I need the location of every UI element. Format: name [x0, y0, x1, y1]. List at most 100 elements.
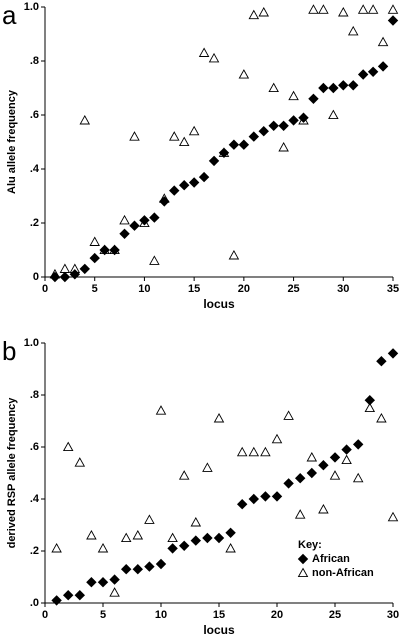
y-axis-label: derived RSP allele frequency — [6, 397, 18, 549]
diamond-marker — [79, 263, 90, 275]
triangle-marker — [109, 587, 120, 597]
diamond-marker — [120, 563, 132, 575]
triangle-marker — [338, 6, 349, 17]
triangle-marker — [298, 114, 309, 125]
triangle-marker — [213, 412, 225, 423]
y-tick-label: .0 — [30, 597, 39, 609]
triangle-marker — [62, 441, 74, 452]
diamond-marker — [89, 252, 100, 264]
y-tick-label: 1.0 — [24, 337, 39, 349]
triangle-marker — [288, 90, 299, 101]
diamond-marker — [202, 532, 213, 544]
diamond-marker — [213, 532, 225, 544]
diamond-marker — [188, 177, 200, 188]
triangle-marker — [294, 509, 306, 519]
triangle-marker — [367, 4, 379, 14]
diamond-marker — [357, 69, 369, 80]
triangle-marker — [144, 514, 155, 524]
diamond-marker — [169, 185, 180, 196]
triangle-marker — [120, 532, 132, 543]
diamond-marker — [306, 467, 318, 479]
triangle-marker — [109, 244, 120, 255]
diamond-marker — [238, 139, 250, 150]
diamond-marker — [283, 478, 294, 489]
x-tick-label: 5 — [92, 283, 98, 295]
triangle-marker — [51, 542, 62, 553]
diamond-marker — [376, 355, 387, 367]
triangle-marker — [74, 457, 86, 467]
diamond-marker — [144, 561, 155, 572]
diamond-marker — [318, 82, 329, 94]
triangle-marker — [86, 529, 97, 540]
legend-marker — [297, 567, 309, 578]
diamond-marker — [198, 171, 210, 183]
triangle-marker — [155, 405, 167, 415]
triangle-marker — [364, 402, 376, 413]
x-tick-label: 0 — [42, 609, 48, 621]
triangle-marker — [149, 255, 160, 265]
triangle-marker — [129, 131, 140, 141]
triangle-marker — [377, 36, 389, 47]
diamond-marker — [387, 15, 399, 26]
diamond-marker — [49, 271, 61, 283]
legend-title: Key: — [298, 539, 322, 551]
triangle-marker — [97, 542, 109, 553]
triangle-marker — [260, 446, 271, 457]
y-tick-label: .6 — [30, 109, 39, 121]
triangle-marker — [248, 9, 260, 20]
x-tick-label: 15 — [188, 283, 200, 295]
x-tick-label: 30 — [387, 609, 399, 621]
diamond-marker — [248, 493, 260, 505]
triangle-marker — [271, 433, 283, 444]
diamond-marker — [62, 589, 74, 601]
panel-label: a — [2, 0, 17, 30]
diamond-marker — [132, 563, 144, 575]
diamond-marker — [268, 120, 279, 132]
diamond-marker — [248, 131, 260, 142]
diamond-marker — [86, 576, 97, 588]
triangle-marker — [99, 244, 110, 255]
triangle-marker — [49, 268, 61, 279]
triangle-marker — [238, 69, 250, 79]
triangle-marker — [329, 470, 341, 480]
triangle-marker — [178, 470, 190, 480]
triangle-marker — [218, 147, 230, 157]
diamond-marker — [74, 589, 86, 601]
diamond-marker — [51, 595, 62, 606]
triangle-marker — [190, 516, 202, 527]
y-tick-label: .2 — [30, 217, 39, 229]
x-tick-label: 25 — [287, 283, 299, 295]
triangle-marker — [268, 82, 279, 93]
y-tick-label: .4 — [30, 163, 40, 175]
triangle-marker — [318, 503, 329, 514]
x-tick-label: 10 — [155, 609, 167, 621]
x-axis-label: locus — [203, 297, 235, 311]
diamond-marker — [167, 543, 178, 554]
diamond-marker — [258, 125, 269, 137]
y-axis-label: Alu allele frequency — [6, 89, 18, 194]
triangle-marker — [69, 263, 81, 273]
panel-label: b — [2, 336, 16, 366]
diamond-marker — [236, 498, 248, 510]
diamond-marker — [341, 444, 352, 455]
triangle-marker — [198, 47, 210, 57]
x-axis-label: locus — [203, 623, 235, 637]
y-tick-label: .2 — [30, 545, 39, 557]
legend-marker — [297, 553, 309, 565]
triangle-marker — [202, 462, 213, 472]
diamond-marker — [377, 61, 389, 72]
diamond-marker — [288, 115, 299, 126]
triangle-marker — [352, 472, 364, 483]
triangle-marker — [283, 410, 294, 420]
triangle-marker — [306, 451, 318, 462]
x-tick-label: 30 — [337, 283, 349, 295]
x-tick-label: 5 — [100, 609, 106, 621]
triangle-marker — [168, 131, 180, 141]
triangle-marker — [328, 109, 339, 120]
y-tick-label: .4 — [30, 493, 40, 505]
triangle-marker — [258, 6, 270, 17]
diamond-marker — [99, 244, 110, 256]
diamond-marker — [59, 271, 71, 283]
x-tick-label: 20 — [238, 283, 250, 295]
